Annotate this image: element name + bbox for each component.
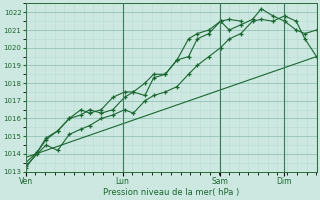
X-axis label: Pression niveau de la mer( hPa ): Pression niveau de la mer( hPa ) bbox=[103, 188, 239, 197]
